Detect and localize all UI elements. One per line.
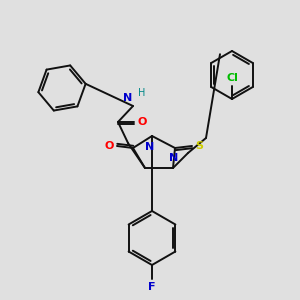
Text: N: N: [169, 153, 178, 163]
Text: O: O: [137, 117, 146, 127]
Text: Cl: Cl: [226, 73, 238, 83]
Text: F: F: [148, 282, 156, 292]
Text: H: H: [138, 88, 146, 98]
Text: N: N: [123, 93, 132, 103]
Text: N: N: [146, 142, 154, 152]
Text: O: O: [105, 141, 114, 151]
Text: S: S: [195, 141, 203, 151]
